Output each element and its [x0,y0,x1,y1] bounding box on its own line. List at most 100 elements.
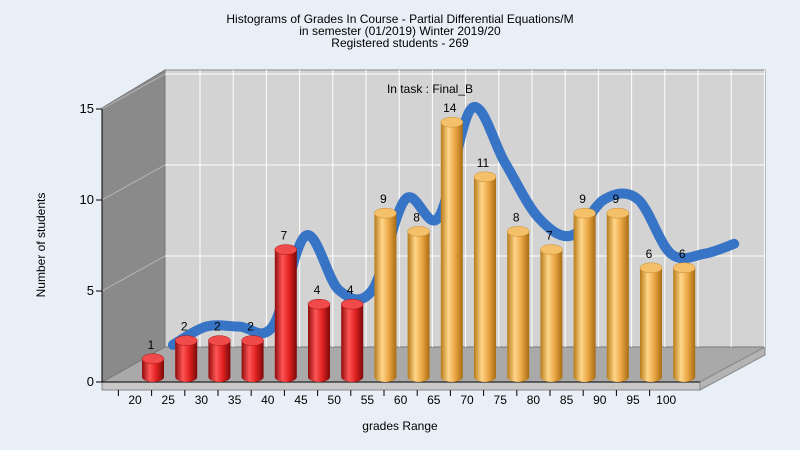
y-tick-label: 15 [80,101,94,116]
bar-value-label: 7 [280,229,287,243]
x-tick-label: 20 [128,393,142,407]
bar-body [673,267,696,382]
bar-top [606,207,630,219]
floor-edge [101,381,701,391]
bar-body [507,231,530,382]
bar-value-label: 4 [347,283,354,297]
bar-top [141,353,165,365]
floor-side [699,346,766,391]
left-wall [101,69,166,383]
bar [274,244,298,382]
bar-top [407,226,430,237]
bar-body [407,231,430,382]
bar-top [573,207,596,219]
bar [573,207,596,382]
x-axis-label: grades Range [362,419,438,433]
bar-body [341,304,364,382]
bar-body [208,340,231,382]
bar-value-label: 2 [214,320,221,334]
bar [307,298,331,382]
bar-top [174,335,198,346]
bar-top [307,298,331,310]
x-tick-label: 90 [593,393,607,407]
y-axis: 0 5 10 15 [80,101,103,389]
bar-top [208,335,231,346]
bar-top [473,171,497,183]
x-tick-label: 75 [494,393,508,407]
x-tick-label: 85 [560,393,574,407]
bar-value-label: 7 [546,229,553,243]
bar-top [374,207,397,219]
bar [340,298,364,382]
bar-body [274,249,297,382]
x-tick-label: 100 [656,393,676,407]
bar [174,335,198,382]
bar [241,335,264,382]
bar-body [241,340,264,382]
x-tick-label: 60 [394,393,408,407]
annotation-text: In task : Final_B [387,82,473,96]
bar-body [573,213,596,382]
x-tick-label: 55 [361,393,375,407]
bar-body [308,304,330,382]
floor [100,346,766,383]
bar [606,207,630,382]
bar-value-label: 6 [646,247,653,261]
chart-title-line-3: Registered students - 269 [331,36,469,50]
bar-value-label: 9 [380,192,387,206]
x-tick-label: 65 [427,393,441,407]
x-tick-label: 35 [228,393,242,407]
gridlines [101,70,765,347]
x-tick-label: 95 [626,393,640,407]
bar-value-label: 8 [413,210,420,224]
bar [540,244,563,382]
x-tick-label: 40 [261,393,275,407]
bar [374,207,397,382]
bar-value-label: 1 [148,338,155,352]
bar-value-label: 2 [247,320,254,334]
bar [440,116,464,382]
bar [208,335,231,382]
x-tick-label: 70 [460,393,474,407]
bar-top [672,262,696,274]
bar [639,262,663,382]
bar [672,262,696,382]
gridline-side [101,73,166,110]
chart-title-line-1: Histograms of Grades In Course - Partial… [226,12,574,26]
chart-title-line-2: in semester (01/2019) Winter 2019/20 [299,24,501,38]
y-tick-label: 0 [87,374,94,389]
bar-top [241,335,264,346]
x-axis: 20 25 30 35 40 45 50 55 60 65 70 75 80 85 90 95 100 [102,381,700,407]
bar-top [506,226,530,237]
bar-body [440,122,463,382]
bar-value-label: 6 [679,247,686,261]
bar-top [540,244,563,255]
bar-value-label: 9 [612,192,619,206]
x-tick-label: 80 [527,393,541,407]
bar-body [474,176,496,382]
bar-value-label: 11 [477,156,490,170]
bar-top [639,262,663,274]
bar-value-label: 9 [579,192,586,206]
bar [141,353,165,382]
bar-top [440,116,464,128]
data-labels: 1 2 2 2 7 4 4 9 8 14 11 8 7 9 9 6 6 [148,101,686,352]
bar-body [640,267,662,382]
y-axis-label: Number of students [34,193,48,298]
bar [407,226,430,382]
y-tick-label: 10 [80,192,94,207]
bar-top [274,244,298,255]
x-tick-label: 25 [162,393,176,407]
bar [473,171,497,382]
gridline-side [101,255,166,292]
x-tick-label: 50 [328,393,342,407]
x-tick-label: 45 [294,393,308,407]
bar [506,226,530,382]
bar-value-label: 14 [443,101,457,115]
bar-body [175,340,198,382]
y-tick-label: 5 [87,283,94,298]
bar-value-label: 4 [314,283,321,297]
bar-value-label: 2 [181,320,188,334]
